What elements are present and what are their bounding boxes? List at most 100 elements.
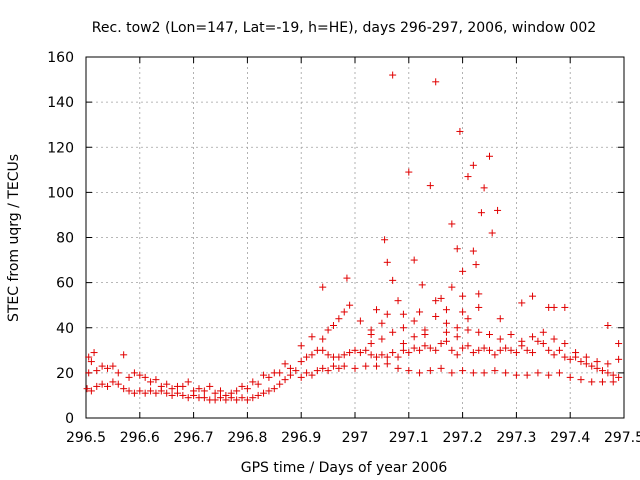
data-point [534,337,542,345]
data-point [507,331,515,339]
data-point [190,387,198,395]
data-point [477,209,485,217]
data-point [383,310,391,318]
data-point [426,344,434,352]
data-point [270,385,278,393]
data-point [173,382,181,390]
data-point [480,184,488,192]
data-point [604,321,612,329]
data-point [475,303,483,311]
data-point [512,349,520,357]
data-point [362,346,370,354]
data-point [87,387,95,395]
data-point [125,387,133,395]
data-point [539,340,547,348]
data-point [378,351,386,359]
data-point [545,346,553,354]
data-point [98,380,106,388]
data-point [566,373,574,381]
data-point [389,276,397,284]
data-point [529,349,537,357]
data-point [200,387,208,395]
data-point [152,376,160,384]
data-point [141,373,149,381]
y-tick-label: 160 [47,50,74,66]
y-tick-label: 80 [56,231,74,247]
data-point [378,335,386,343]
data-point [168,391,176,399]
data-point [399,324,407,332]
data-point [114,380,122,388]
data-point [577,358,585,366]
data-point [308,333,316,341]
chart-title: Rec. tow2 (Lon=147, Lat=-19, h=HE), days… [92,20,596,36]
data-point [442,328,450,336]
data-point [437,364,445,372]
data-point [136,371,144,379]
data-point [343,274,351,282]
data-point [459,267,467,275]
data-point [534,369,542,377]
data-point [351,364,359,372]
data-point [448,220,456,228]
data-point [90,349,98,357]
data-point [313,367,321,375]
data-point [389,328,397,336]
data-point [442,337,450,345]
data-point [475,290,483,298]
data-point [588,362,596,370]
data-points [83,71,623,404]
x-tick-label: 296.5 [66,430,106,446]
data-point [486,346,493,354]
x-tick-label: 296.6 [120,430,160,446]
data-point [529,292,537,300]
data-point [130,369,138,377]
data-point [195,385,203,393]
data-point [453,333,461,341]
data-point [507,346,515,354]
data-point [475,328,483,336]
data-point [453,351,461,359]
data-point [394,297,402,305]
data-point [157,382,165,390]
data-point [367,340,375,348]
data-point [405,367,413,375]
data-point [453,245,461,253]
x-tick-label: 297.4 [550,430,590,446]
data-point [184,394,192,402]
data-point [265,387,273,395]
data-point [254,380,262,388]
data-point [399,340,407,348]
data-point [604,369,612,377]
data-point [378,319,386,327]
data-point [561,340,569,348]
data-point [442,319,450,327]
data-point [383,360,391,368]
data-point [98,362,106,370]
data-point [286,364,294,372]
data-point [292,367,300,375]
data-point [319,335,327,343]
data-point [572,349,580,357]
x-axis-label: GPS time / Days of year 2006 [241,460,448,476]
data-point [319,364,327,372]
data-point [297,373,305,381]
data-point [340,362,348,370]
data-point [598,378,606,386]
data-point [335,315,343,323]
x-tick-label: 297.5 [604,430,640,446]
data-point [233,387,241,395]
data-point [147,378,155,386]
data-point [389,349,397,357]
data-point [276,380,284,388]
data-point [486,152,493,160]
data-point [582,360,590,368]
data-point [120,385,128,393]
data-point [453,324,461,332]
data-point [297,358,305,366]
data-point [217,394,224,402]
data-point [152,389,160,397]
data-point [249,394,257,402]
data-point [421,331,429,339]
data-point [163,389,171,397]
